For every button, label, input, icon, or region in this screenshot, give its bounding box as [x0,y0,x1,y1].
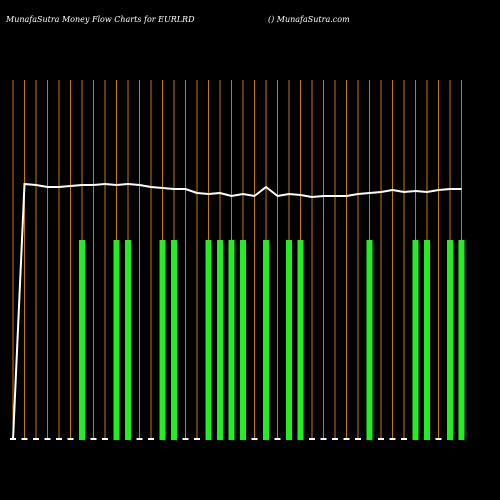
bar [240,240,246,440]
bar [447,240,453,440]
bar [159,240,166,440]
bar [194,438,200,440]
bar [332,438,338,440]
bar [378,438,384,440]
chart-title: MunafaSutra Money Flow Charts for EURLRD [5,15,195,24]
bar [102,438,108,440]
bar [33,438,39,440]
bar [309,438,315,440]
money-flow-line [12,182,462,441]
bar [21,438,28,440]
bar [182,438,189,440]
bar [113,240,120,440]
bar [205,240,212,440]
bar [366,240,373,440]
bar [67,438,74,440]
bar [136,438,143,440]
bar [424,240,430,440]
bar [320,438,327,440]
bar [90,438,97,440]
bar [401,438,407,440]
bar [79,240,85,440]
bar [412,240,419,440]
bar [148,438,154,440]
bar [251,438,258,440]
bar [286,240,292,440]
bar [125,240,131,440]
bar [56,438,62,440]
bar [228,240,235,440]
bar [389,438,396,440]
bar [263,240,269,440]
bar [297,240,304,440]
chart-subtitle: () MunafaSutra.com [268,15,350,24]
bar [435,438,442,440]
bar [343,438,350,440]
bar [217,240,223,440]
bar [171,240,177,440]
bar [355,438,361,440]
bar [44,438,51,440]
bar [458,240,465,440]
bar [274,438,281,440]
